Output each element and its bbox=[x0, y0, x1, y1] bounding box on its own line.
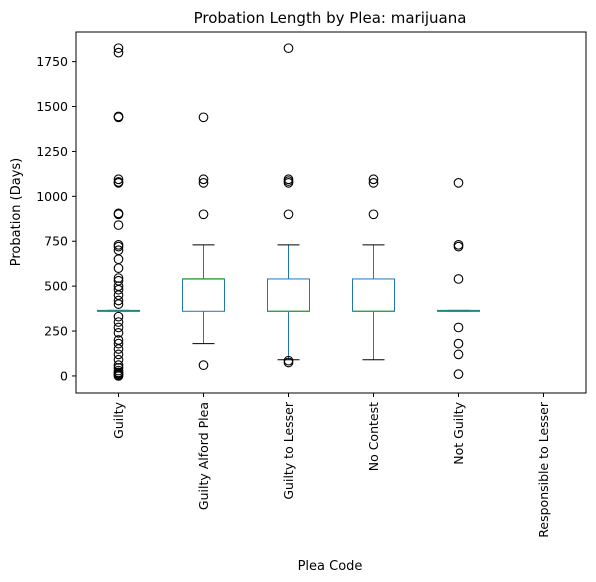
outlier-point bbox=[453, 239, 464, 250]
outlier-point bbox=[453, 322, 464, 333]
x-tick-label: Guilty bbox=[111, 401, 126, 438]
outlier-point bbox=[113, 349, 124, 360]
outlier-point bbox=[113, 322, 124, 333]
outlier-point bbox=[113, 295, 124, 306]
y-tick-label: 750 bbox=[44, 234, 68, 249]
x-tick-label: Guilty to Lesser bbox=[281, 401, 296, 499]
y-tick-label: 1250 bbox=[36, 144, 68, 159]
y-tick-label: 0 bbox=[60, 368, 68, 383]
outlier-point bbox=[113, 273, 124, 283]
outlier-point bbox=[368, 178, 379, 188]
iqr-box bbox=[267, 278, 310, 312]
outlier-point bbox=[113, 239, 124, 250]
iqr-box bbox=[352, 278, 395, 312]
chart-title: Probation Length by Plea: marijuana bbox=[194, 9, 467, 27]
outlier-point bbox=[113, 317, 124, 327]
y-tick-label: 1750 bbox=[36, 54, 68, 69]
y-tick-label: 250 bbox=[44, 324, 68, 339]
outlier-point bbox=[113, 174, 124, 185]
iqr-box bbox=[182, 278, 225, 312]
box-group bbox=[437, 178, 480, 379]
outlier-point bbox=[113, 47, 124, 58]
outlier-point bbox=[113, 177, 124, 187]
outlier-point bbox=[113, 335, 124, 345]
outlier-point bbox=[113, 311, 124, 322]
x-tick-label: Not Guilty bbox=[451, 401, 466, 464]
outlier-point bbox=[198, 209, 209, 220]
outlier-point bbox=[283, 355, 294, 366]
outlier-point bbox=[113, 254, 124, 265]
outlier-point bbox=[198, 174, 209, 185]
outlier-point bbox=[113, 220, 124, 230]
outlier-point bbox=[198, 360, 209, 371]
x-tick-label: Responsible to Lesser bbox=[536, 401, 551, 538]
outlier-point bbox=[113, 208, 124, 219]
outlier-point bbox=[453, 349, 464, 360]
outlier-point bbox=[198, 178, 209, 188]
outlier-point bbox=[113, 338, 124, 349]
outlier-point bbox=[453, 369, 464, 379]
outlier-point bbox=[453, 274, 464, 284]
axes-frame bbox=[75, 31, 587, 394]
box-group bbox=[97, 43, 140, 381]
outlier-point bbox=[113, 327, 124, 338]
outlier-point bbox=[113, 245, 124, 256]
outlier-point bbox=[113, 354, 124, 365]
x-tick-label: No Contest bbox=[366, 402, 381, 471]
x-axis-label: Plea Code bbox=[298, 559, 363, 574]
box-group bbox=[352, 174, 395, 361]
y-tick-label: 1000 bbox=[36, 189, 68, 204]
outlier-point bbox=[113, 43, 124, 54]
outlier-point bbox=[368, 209, 379, 220]
box-group bbox=[267, 43, 310, 368]
outlier-point bbox=[113, 263, 124, 274]
outlier-point bbox=[283, 209, 294, 220]
outlier-point bbox=[198, 112, 209, 123]
plot-area: 0 250 500 750 1000 1250 1500 1750 Guilty Guilty A… bbox=[36, 31, 587, 538]
y-tick-label: 500 bbox=[44, 279, 68, 294]
outlier-point bbox=[453, 178, 464, 188]
outlier-point bbox=[113, 111, 124, 122]
outlier-point bbox=[283, 43, 294, 54]
outlier-point bbox=[368, 174, 379, 185]
outlier-point bbox=[113, 360, 124, 371]
outlier-point bbox=[453, 338, 464, 349]
outlier-point bbox=[113, 275, 124, 286]
outlier-point bbox=[113, 365, 124, 376]
y-axis-label: Probation (Days) bbox=[9, 158, 24, 266]
outlier-point bbox=[283, 174, 294, 185]
y-tick-label: 1500 bbox=[36, 99, 68, 114]
box-group bbox=[182, 112, 225, 371]
x-tick-label: Guilty Alford Plea bbox=[196, 402, 211, 510]
